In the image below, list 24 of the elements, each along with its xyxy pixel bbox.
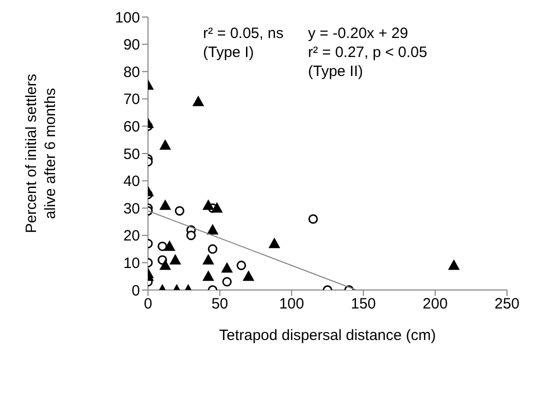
x-tick-label: 200 xyxy=(422,296,448,313)
x-tick-label: 0 xyxy=(144,296,152,313)
annotation: (Type II) xyxy=(308,63,364,80)
annotation: r² = 0.05, ns xyxy=(203,25,284,42)
y-tick-label: 100 xyxy=(114,9,140,26)
y-tick-label: 0 xyxy=(132,282,140,300)
y-tick-label: 90 xyxy=(123,36,140,54)
y-tick-label: 20 xyxy=(123,228,140,245)
annotation: (Type I) xyxy=(203,44,254,61)
y-tick-label: 70 xyxy=(123,91,140,108)
y-axis-title: Percent of initial settlers alive after 6 months xyxy=(23,74,59,234)
y-tick-label: 50 xyxy=(123,146,140,163)
x-tick-label: 250 xyxy=(494,296,520,313)
x-tick-label: 150 xyxy=(350,296,376,313)
y-tick-label: 80 xyxy=(123,64,140,81)
x-axis-title: Tetrapod dispersal distance (cm) xyxy=(219,327,436,344)
x-tick-label: 50 xyxy=(211,296,228,313)
y-tick-label: 10 xyxy=(123,255,140,272)
y-tick-label: 30 xyxy=(123,200,140,218)
y-tick-label: 60 xyxy=(123,118,140,136)
x-tick-label: 100 xyxy=(279,296,304,313)
annotation: y = -0.20x + 29 xyxy=(308,25,408,42)
annotation: r² = 0.27, p < 0.05 xyxy=(308,44,428,61)
y-tick-label: 40 xyxy=(123,173,140,190)
